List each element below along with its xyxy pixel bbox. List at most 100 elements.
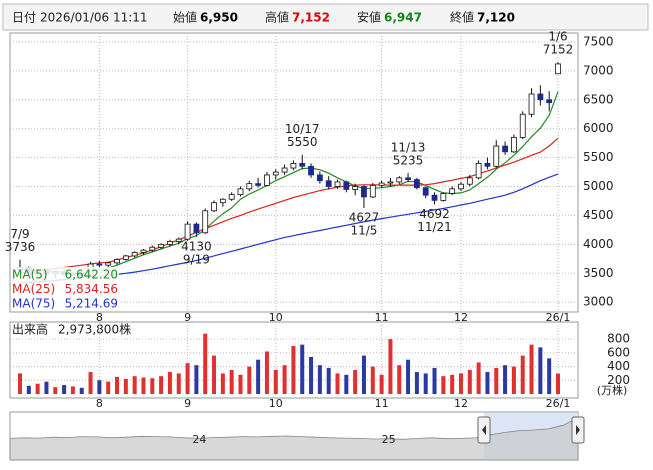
candle-body	[184, 223, 191, 240]
candle-body	[175, 238, 182, 242]
date-label: 日付	[12, 11, 36, 25]
legend-value: 6,642.20	[65, 268, 118, 282]
volume-bar	[264, 351, 269, 394]
candle-body	[211, 202, 217, 212]
volume-bar	[309, 356, 314, 394]
navigator-label: 24	[192, 433, 206, 446]
volume-bar	[494, 367, 499, 394]
volume-bar	[106, 381, 111, 394]
x-tick-label: 11	[375, 311, 389, 324]
candle-body	[422, 187, 429, 196]
candle-body	[131, 252, 138, 257]
annotation-value: 3736	[5, 240, 36, 254]
candle-body	[122, 255, 129, 260]
y-tick-label: 4500	[583, 208, 614, 222]
y-tick-label: 4000	[583, 237, 614, 251]
volume-bar	[176, 373, 181, 394]
candle-body	[502, 145, 508, 153]
candle-body	[484, 162, 491, 167]
x-tick-label: 8	[96, 311, 103, 324]
volume-bar	[238, 374, 243, 394]
y-tick-label: 200	[607, 373, 630, 387]
candle-body	[202, 210, 209, 234]
candle-body	[334, 181, 341, 187]
candle-body	[387, 181, 394, 184]
annotation-value: 7152	[543, 43, 574, 57]
volume-bar	[79, 387, 84, 394]
volume-bar	[556, 373, 560, 394]
header-value: 6,950	[200, 11, 238, 25]
header-value: 6,947	[384, 11, 422, 25]
candle-body	[158, 243, 165, 248]
header-label: 安値	[357, 10, 381, 25]
volume-bar	[256, 359, 261, 394]
x-tick-label: 10	[269, 311, 283, 324]
y-tick-label: 3000	[583, 295, 614, 309]
x-tick-label: 12	[454, 311, 468, 324]
candle-body	[413, 179, 420, 189]
candle-body	[555, 63, 561, 75]
candle-body	[528, 93, 535, 115]
volume-bar	[203, 333, 208, 394]
volume-bar	[123, 378, 128, 394]
candle-body	[343, 181, 350, 190]
volume-bar	[370, 366, 375, 394]
volume-bar	[70, 386, 75, 394]
candle-body	[449, 188, 456, 194]
volume-bar	[194, 365, 199, 394]
candle-body	[96, 263, 103, 266]
y-tick-label: 7500	[583, 34, 614, 48]
volume-bar	[476, 362, 481, 394]
candle-body	[272, 171, 279, 176]
y-tick-label: 6500	[583, 92, 614, 106]
volume-bar	[538, 347, 543, 394]
candle-body	[475, 162, 482, 179]
candle-body	[246, 183, 253, 190]
x-tick-label: 26/1	[546, 311, 571, 324]
candle-body	[281, 167, 288, 173]
navigator-label: 25	[382, 433, 396, 446]
volume-latest: 2,973,800株	[58, 322, 131, 337]
volume-bar	[353, 370, 358, 394]
volume-bar	[97, 380, 102, 394]
y-tick-label: 5000	[583, 179, 614, 193]
candle-body	[466, 177, 473, 185]
x-tick-label: 9	[184, 311, 191, 324]
volume-bar	[326, 367, 331, 394]
header-label: 始値	[173, 10, 197, 25]
annotation-date: 1/6	[548, 30, 567, 44]
volume-bar	[300, 344, 305, 394]
candle-body	[493, 145, 500, 167]
annotation-date: 10/17	[285, 122, 320, 136]
annotation-date: 11/13	[391, 140, 426, 154]
x-tick-label: 9	[184, 397, 191, 410]
candle-body	[316, 174, 323, 182]
candle-body	[440, 193, 447, 201]
candle-body	[290, 162, 297, 169]
volume-bar	[141, 377, 146, 394]
candle-body	[361, 186, 367, 198]
candle-body	[458, 183, 464, 190]
volume-bar	[88, 372, 93, 394]
legend-value: 5,834.56	[65, 282, 118, 296]
volume-bar	[18, 373, 22, 394]
volume-bar	[344, 374, 349, 394]
candle-body	[105, 262, 112, 266]
header-label: 終値	[450, 10, 474, 25]
candle-body	[396, 177, 403, 183]
volume-bar	[529, 344, 534, 394]
volume-bar	[132, 376, 137, 394]
candle-body	[228, 194, 235, 200]
legend-value: 5,214.69	[65, 297, 118, 311]
candle-body	[378, 182, 385, 186]
candle-body	[431, 194, 438, 201]
candle-body	[255, 183, 262, 186]
volume-bar	[441, 376, 446, 394]
candle-body	[519, 113, 526, 138]
volume-bar	[485, 372, 490, 394]
volume-bar	[282, 365, 287, 394]
y-tick-label: 6000	[583, 121, 614, 135]
volume-bar	[185, 363, 190, 394]
annotation-value: 5235	[393, 153, 424, 167]
y-tick-label: 800	[607, 332, 630, 346]
